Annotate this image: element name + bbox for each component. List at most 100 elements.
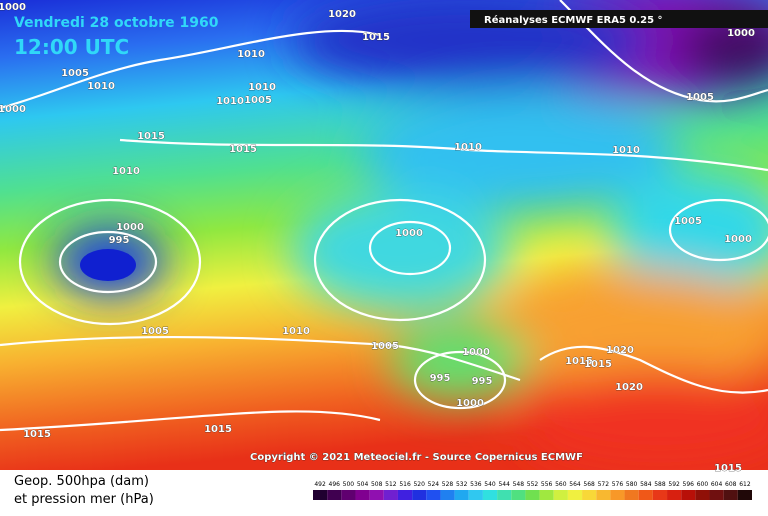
scale-swatch xyxy=(695,490,710,500)
scale-label: 584 xyxy=(640,481,652,488)
isobar-label: 1010 xyxy=(282,326,310,337)
scale-label: 544 xyxy=(498,481,510,488)
isobar-label: 1010 xyxy=(454,142,482,153)
scale-label: 612 xyxy=(739,481,751,488)
isobars xyxy=(0,0,768,430)
scale-swatch xyxy=(341,490,356,500)
isobar-label: 1020 xyxy=(615,382,643,393)
scale-swatch xyxy=(723,490,738,500)
scale-label: 528 xyxy=(442,481,454,488)
scale-label: 508 xyxy=(371,481,383,488)
isobar-label: 1010 xyxy=(237,49,265,60)
scale-label: 496 xyxy=(329,481,341,488)
isobar-label: 1000 xyxy=(456,398,484,409)
date: Vendredi 28 octobre 1960 xyxy=(14,15,219,31)
scale-swatch xyxy=(482,490,498,500)
isobar-label: 1010 xyxy=(248,82,276,93)
isobar-label: 1010 xyxy=(216,96,244,107)
scale-swatch xyxy=(638,490,653,500)
scale-swatch xyxy=(737,490,752,500)
scale-label: 556 xyxy=(541,481,553,488)
isobar-label: 1000 xyxy=(116,222,144,233)
isobar-label: 1020 xyxy=(328,9,356,20)
source-banner xyxy=(470,10,768,28)
scale-label: 500 xyxy=(343,481,355,488)
scale-swatch xyxy=(624,490,639,500)
isobar-label: 1000 xyxy=(0,104,26,115)
scale-label: 592 xyxy=(668,481,680,488)
legend-title: Geop. 500hpa (dam) xyxy=(14,474,149,489)
scale-label: 596 xyxy=(683,481,695,488)
scale-label: 588 xyxy=(654,481,666,488)
isobar-label: 995 xyxy=(430,373,451,384)
scale-label: 532 xyxy=(456,481,468,488)
isobar-label: 995 xyxy=(472,376,493,387)
scale-label: 580 xyxy=(626,481,638,488)
scale-swatch xyxy=(369,490,384,500)
isobar-label: 1005 xyxy=(244,95,272,106)
scale-label: 608 xyxy=(725,481,737,488)
isobar-label: 1005 xyxy=(674,216,702,227)
scale-swatch xyxy=(327,490,342,500)
scale-swatch xyxy=(582,490,597,500)
scale-swatch xyxy=(511,490,526,500)
scale-swatch xyxy=(468,490,483,500)
scale-swatch xyxy=(525,490,540,500)
scale-swatch xyxy=(397,490,413,500)
isobar-label: 1000 xyxy=(395,228,423,239)
scale-label: 552 xyxy=(527,481,539,488)
isobar-label: 1015 xyxy=(137,131,165,142)
scale-swatch xyxy=(567,490,583,500)
isobar-label: 1015 xyxy=(565,356,593,367)
scale-swatch xyxy=(383,490,398,500)
scale-swatch xyxy=(440,490,455,500)
scale-swatch xyxy=(539,490,554,500)
legend-subtitle: et pression mer (hPa) xyxy=(14,492,154,507)
scale-label: 524 xyxy=(428,481,440,488)
scale-label: 572 xyxy=(598,481,610,488)
scale-swatch xyxy=(610,490,625,500)
scale-label: 492 xyxy=(314,481,326,488)
isobar-label: 1020 xyxy=(606,345,634,356)
copyright: Copyright © 2021 Meteociel.fr - Source C… xyxy=(250,452,583,463)
scale-swatch xyxy=(426,490,441,500)
isobar-label: 1015 xyxy=(204,424,232,435)
isobar-label: 1005 xyxy=(686,92,714,103)
scale-swatch xyxy=(412,490,427,500)
scale-label: 576 xyxy=(612,481,624,488)
isobar-label: 1005 xyxy=(371,341,399,352)
isobar-label: 1000 xyxy=(462,347,490,358)
isobar-label: 1015 xyxy=(584,359,612,370)
isobar-label: 1000 xyxy=(0,2,26,13)
scale-swatch xyxy=(454,490,469,500)
scale-swatch xyxy=(652,490,668,500)
scale-swatch xyxy=(596,490,611,500)
isobar-label: 1005 xyxy=(61,68,89,79)
scale-label: 536 xyxy=(470,481,482,488)
scale-label: 560 xyxy=(555,481,567,488)
isobar-label: 1010 xyxy=(87,81,115,92)
isobar-label: 1010 xyxy=(112,166,140,177)
scale-swatch xyxy=(553,490,568,500)
isobar-label: 1015 xyxy=(362,32,390,43)
isobar-label: 995 xyxy=(109,235,130,246)
scale-swatch xyxy=(313,490,328,500)
scale-label: 600 xyxy=(697,481,709,488)
isobar-label: 1015 xyxy=(229,144,257,155)
scale-label: 516 xyxy=(399,481,411,488)
isobar-label: 1015 xyxy=(23,429,51,440)
scale-label: 564 xyxy=(569,481,581,488)
isobar-label: 1015 xyxy=(714,463,742,474)
isobar-label: 1005 xyxy=(141,326,169,337)
scale-label: 512 xyxy=(385,481,397,488)
scale-label: 520 xyxy=(413,481,425,488)
scale-label: 548 xyxy=(513,481,525,488)
scale-swatch xyxy=(709,490,724,500)
scale-swatch xyxy=(355,490,370,500)
isobar-label: 1000 xyxy=(724,234,752,245)
scale-label: 504 xyxy=(357,481,369,488)
isobar-label: 1000 xyxy=(727,28,755,39)
scale-swatch xyxy=(681,490,696,500)
scale-label: 540 xyxy=(484,481,496,488)
